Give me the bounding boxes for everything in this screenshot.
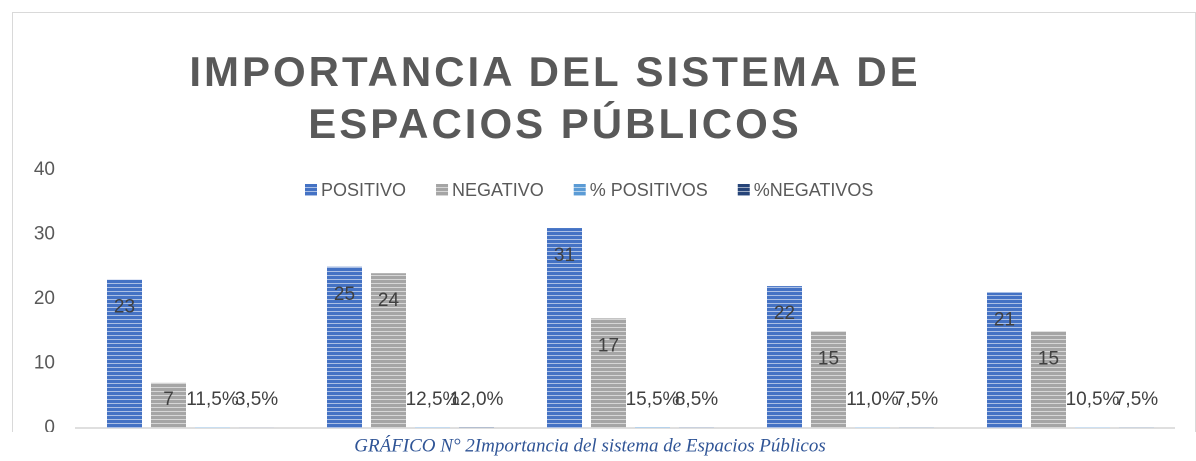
data-label: 15: [1038, 348, 1059, 369]
y-tick-label: 20: [34, 288, 55, 309]
data-label: 11,5%: [186, 389, 239, 410]
data-label: 10,5%: [1066, 389, 1120, 410]
data-label: 8,5%: [675, 389, 718, 410]
data-label: 7,5%: [1115, 389, 1158, 410]
y-tick-label: 10: [34, 353, 55, 374]
legend-swatch: [737, 184, 750, 196]
bar: [547, 228, 582, 428]
chart-title: IMPORTANCIA DEL SISTEMA DE: [189, 48, 920, 95]
legend-swatch: [573, 184, 586, 196]
y-tick-label: 30: [34, 224, 55, 245]
data-label: 25: [334, 284, 355, 305]
bar: [855, 427, 890, 428]
bar: [107, 279, 142, 428]
data-label: 12,0%: [450, 389, 504, 410]
y-tick-label: 40: [34, 159, 55, 180]
data-label: 24: [378, 290, 400, 311]
data-label: 17: [598, 335, 619, 356]
bar: [327, 266, 362, 428]
bar: [987, 292, 1022, 428]
legend-label: POSITIVO: [321, 180, 406, 200]
bar: [811, 331, 846, 428]
bar: [1075, 427, 1110, 428]
legend-swatch: [436, 184, 449, 196]
bar: [591, 318, 626, 428]
chart-title: ESPACIOS PÚBLICOS: [308, 99, 802, 147]
data-label: 23: [114, 297, 135, 318]
caption: GRÁFICO N° 2Importancia del sistema de E…: [354, 434, 825, 456]
bar: [195, 427, 230, 428]
bar: [635, 427, 670, 428]
legend-label: %NEGATIVOS: [754, 180, 874, 200]
legend-swatch: [305, 184, 317, 196]
data-label: 11,0%: [846, 389, 899, 410]
data-label: 15: [818, 348, 839, 369]
legend-label: NEGATIVO: [452, 180, 544, 200]
bar: [371, 273, 406, 428]
data-label: 12,5%: [406, 389, 460, 410]
bar: [679, 427, 714, 428]
bar: [415, 427, 450, 428]
data-label: 15,5%: [626, 389, 680, 410]
data-label: 3,5%: [235, 389, 278, 410]
legend-label: % POSITIVOS: [590, 180, 708, 200]
data-label: 22: [774, 303, 795, 324]
bar: [1031, 331, 1066, 428]
bar: [459, 427, 494, 428]
data-label: 31: [554, 245, 575, 266]
y-tick-label: 0: [44, 417, 55, 438]
data-label: 7,5%: [895, 389, 938, 410]
data-label: 21: [994, 310, 1015, 331]
bar: [151, 382, 186, 428]
bar: [767, 286, 802, 428]
data-label: 7: [163, 389, 174, 410]
plot-area: IMPORTANCIA DEL SISTEMA DE ESPACIOS PÚBL…: [12, 12, 1196, 438]
